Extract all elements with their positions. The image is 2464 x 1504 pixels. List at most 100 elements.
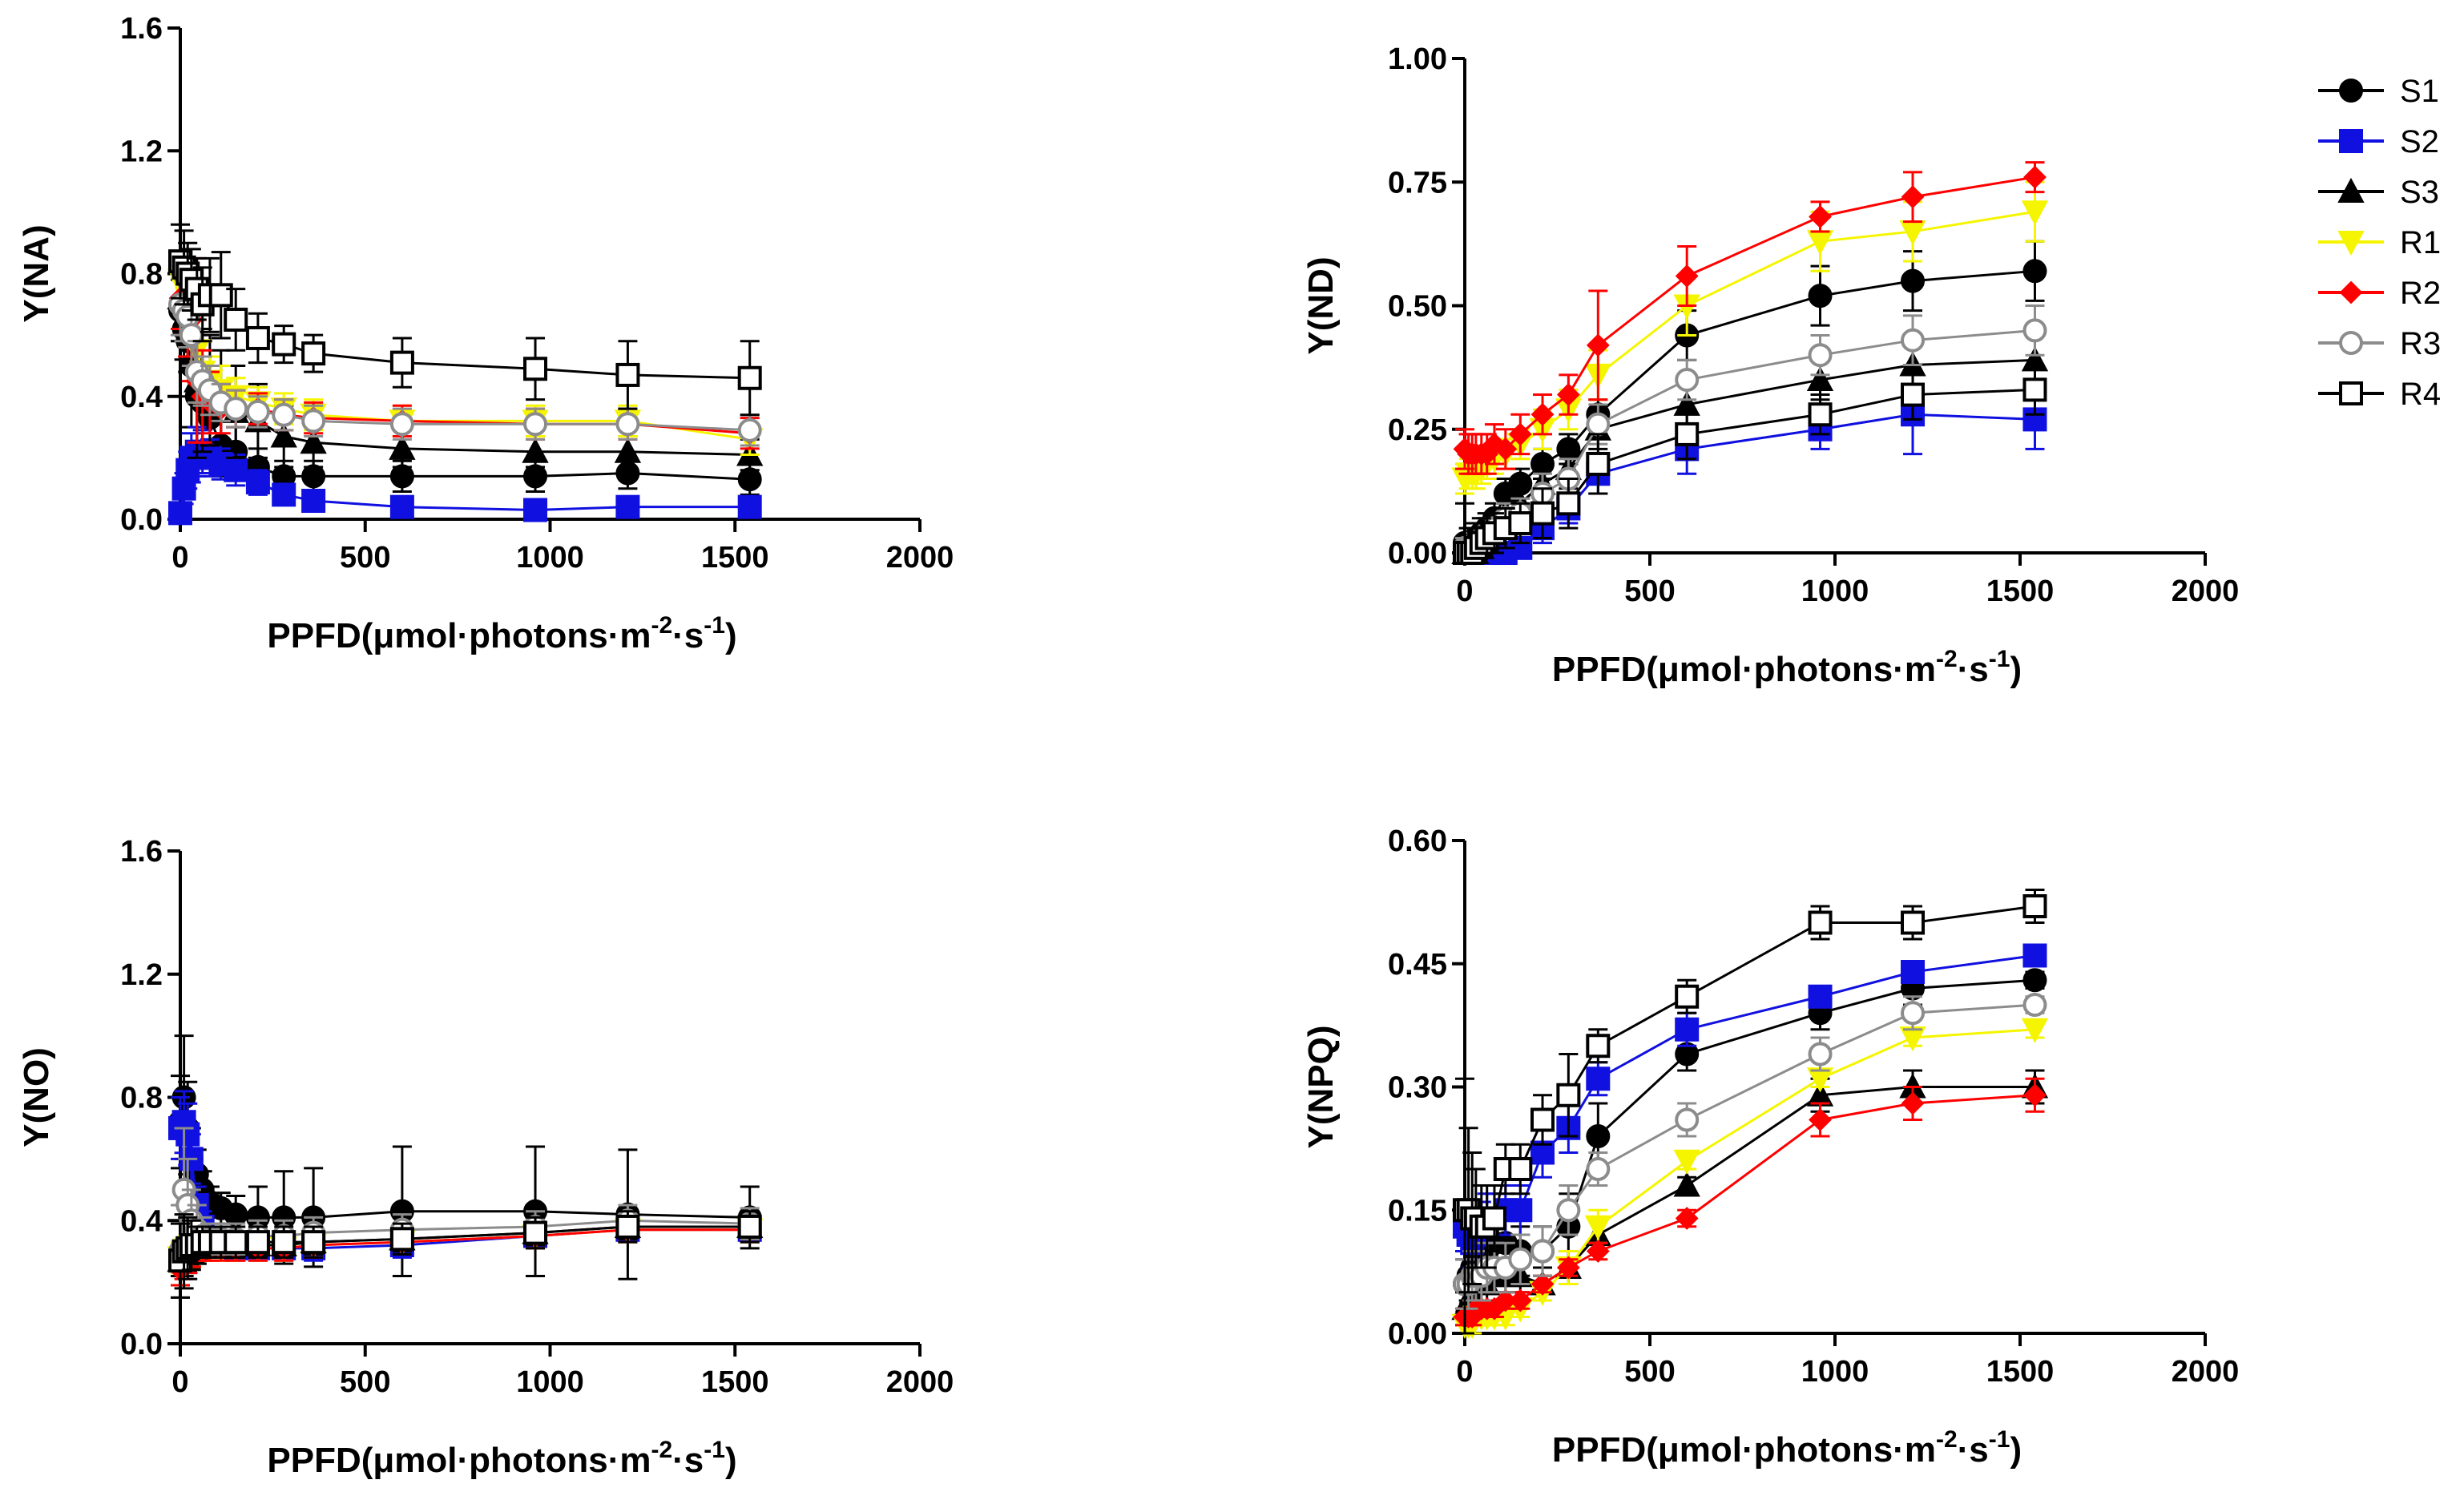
x-axis-title: PPFD(μmol·photons·m-2·s-1) [267,1437,736,1480]
data-point [1808,1042,1833,1067]
y-tick-label: 0.00 [1388,1317,1447,1351]
x-tick-label: 0 [1456,575,1473,608]
y-tick-label: 0.8 [120,1082,163,1115]
x-tick-label: 0 [171,541,188,575]
data-point [301,464,326,489]
series-r4 [1453,364,2047,565]
legend-marker [2339,381,2363,405]
data-point [1806,365,1834,392]
data-point [1901,910,1926,935]
legend-item-r1: R1 [2318,225,2441,260]
x-tick-label: 1500 [1986,1355,2055,1389]
data-point [522,437,549,463]
data-point [1530,1107,1555,1132]
series-line [1465,905,2035,1228]
data-point [1508,422,1532,446]
data-point [1675,264,1699,288]
y-tick-label: 0.50 [1388,290,1447,324]
x-tick-label: 1000 [516,1365,584,1399]
legend-item-r3: R3 [2318,326,2441,361]
data-point [523,357,548,381]
data-point [1901,185,1925,209]
data-point [523,412,548,437]
y-tick-label: 0.0 [120,503,163,537]
data-point [389,464,414,489]
data-point [2021,1018,2049,1043]
x-tick-label: 1000 [1801,575,1869,608]
data-point [1586,333,1610,357]
data-point [1675,984,1700,1009]
series-r4 [168,1210,762,1299]
data-point [1901,328,1926,353]
data-point [301,341,326,366]
legend-marker [2339,280,2363,304]
x-tick-label: 1500 [701,1365,769,1399]
data-point [1530,1239,1555,1264]
x-tick-label: 500 [1624,1355,1675,1389]
legend-marker [2339,331,2363,355]
x-tick-label: 500 [340,1365,390,1399]
data-point [1556,383,1580,406]
data-point [1675,368,1700,393]
data-point [615,362,640,387]
y-tick-label: 0.15 [1388,1194,1447,1228]
data-point [272,1230,296,1255]
x-tick-label: 0 [171,1365,188,1399]
data-point [1556,1083,1581,1107]
x-tick-label: 2000 [2172,575,2240,608]
y-tick-label: 0.8 [120,258,163,292]
data-point [1809,205,1832,228]
legend-item-s3: S3 [2318,175,2439,210]
data-point [224,1202,248,1227]
data-point [2022,377,2047,402]
data-point [1556,491,1581,516]
data-point [272,402,296,427]
y-tick-label: 1.00 [1388,42,1447,76]
chart-panel-y-nd: 0.00 0.25 0.50 0.75 1.00 0 500 1000 2000 1500 Y(ND… [1301,42,2239,689]
legend-item-r4: R4 [2318,377,2441,412]
data-point [1673,1149,1700,1175]
data-point [615,412,640,437]
data-point [1508,1198,1533,1223]
x-tick-label: 500 [1624,575,1675,608]
y-axis-title: Y(NPQ) [1301,1026,1341,1149]
data-point [389,434,416,460]
chart-panel-y-no: 0.0 0.4 0.8 1.2 1.6 0 500 1000 2000 1500 Y(NO) PPFD… [17,835,954,1480]
data-point [1809,1108,1832,1131]
y-tick-label: 0.75 [1388,166,1447,200]
data-point [1530,501,1555,526]
legend-label: S2 [2400,124,2439,159]
legend-item-s2: S2 [2318,124,2439,159]
data-point [389,1227,414,1252]
data-point [389,494,414,519]
data-point [1556,1256,1580,1280]
legend-label: S1 [2400,74,2439,109]
x-axis-title: PPFD(μmol·photons·m-2·s-1) [1552,646,2022,689]
y-axis-title: Y(NA) [17,224,56,322]
legend-marker [2339,129,2363,153]
data-point [615,1214,640,1239]
legend-label: R4 [2400,377,2441,412]
y-tick-label: 1.2 [120,958,163,992]
data-point [1808,984,1833,1009]
data-point [1584,1215,1611,1240]
legend-label: R2 [2400,276,2441,311]
x-tick-label: 1000 [516,541,584,575]
data-point [245,325,270,350]
data-point [300,429,327,454]
y-tick-label: 0.60 [1388,825,1447,858]
data-point [2022,943,2047,968]
data-point [1901,1001,1926,1026]
x-tick-label: 1000 [1801,1355,1869,1389]
data-point [2022,894,2047,918]
y-axis-title: Y(NO) [17,1047,56,1147]
legend-label: S3 [2400,175,2439,210]
x-tick-label: 0 [1456,1355,1473,1389]
data-point [1586,1034,1611,1058]
x-tick-label: 2000 [886,541,954,575]
x-tick-label: 1500 [701,541,769,575]
data-point [1508,1247,1533,1272]
data-point [737,494,762,519]
x-tick-label: 2000 [2172,1355,2240,1389]
